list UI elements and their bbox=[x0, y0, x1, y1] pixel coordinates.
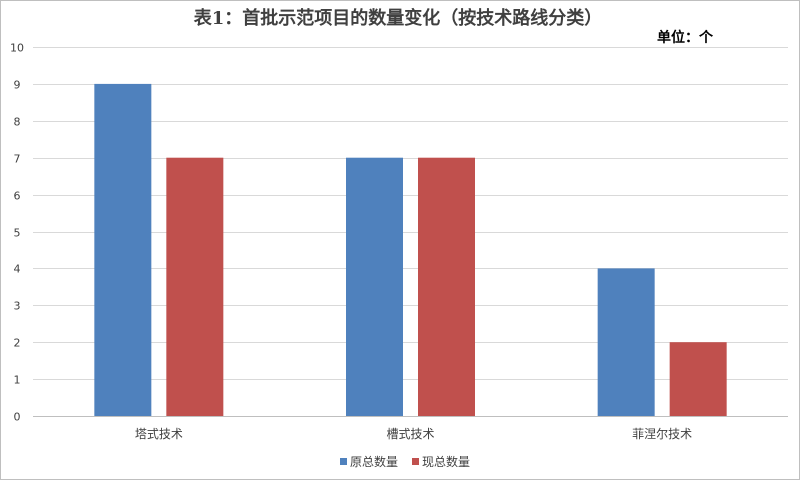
x-category-label: 塔式技术 bbox=[135, 427, 183, 441]
bar-original-1 bbox=[346, 157, 403, 416]
y-tick-label: 5 bbox=[14, 227, 21, 240]
x-axis-categories: 塔式技术 槽式技术 菲涅尔技术 bbox=[135, 426, 692, 441]
y-tick-label: 8 bbox=[14, 116, 21, 129]
x-category-label: 菲涅尔技术 bbox=[632, 426, 692, 441]
y-tick-label: 6 bbox=[14, 190, 21, 203]
legend-label: 现总数量 bbox=[422, 454, 470, 469]
bar-original-2 bbox=[597, 268, 655, 416]
y-tick-label: 1 bbox=[14, 374, 21, 387]
bar-original-0 bbox=[94, 83, 152, 417]
y-tick-label: 4 bbox=[14, 263, 21, 276]
y-tick-label: 10 bbox=[10, 42, 24, 55]
bar-current-2 bbox=[669, 342, 727, 416]
y-tick-label: 2 bbox=[14, 337, 21, 350]
x-category-label: 槽式技术 bbox=[386, 427, 434, 441]
bars bbox=[94, 83, 727, 417]
gridlines bbox=[33, 47, 788, 417]
legend: 原总数量 现总数量 bbox=[340, 454, 470, 469]
y-tick-label: 7 bbox=[14, 153, 21, 166]
y-tick-label: 0 bbox=[14, 411, 21, 424]
bar-current-0 bbox=[166, 157, 224, 416]
chart-title: 表1：首批示范项目的数量变化（按技术路线分类） bbox=[194, 7, 603, 29]
legend-label: 原总数量 bbox=[350, 454, 398, 469]
unit-label: 单位：个 bbox=[657, 29, 714, 46]
y-tick-label: 3 bbox=[14, 300, 21, 313]
legend-swatch-0 bbox=[340, 458, 347, 465]
bar-current-1 bbox=[418, 157, 475, 416]
y-tick-label: 9 bbox=[14, 79, 21, 92]
y-axis-ticks: 0 1 2 3 4 5 6 7 8 9 10 bbox=[10, 42, 24, 424]
legend-swatch-1 bbox=[412, 458, 419, 465]
